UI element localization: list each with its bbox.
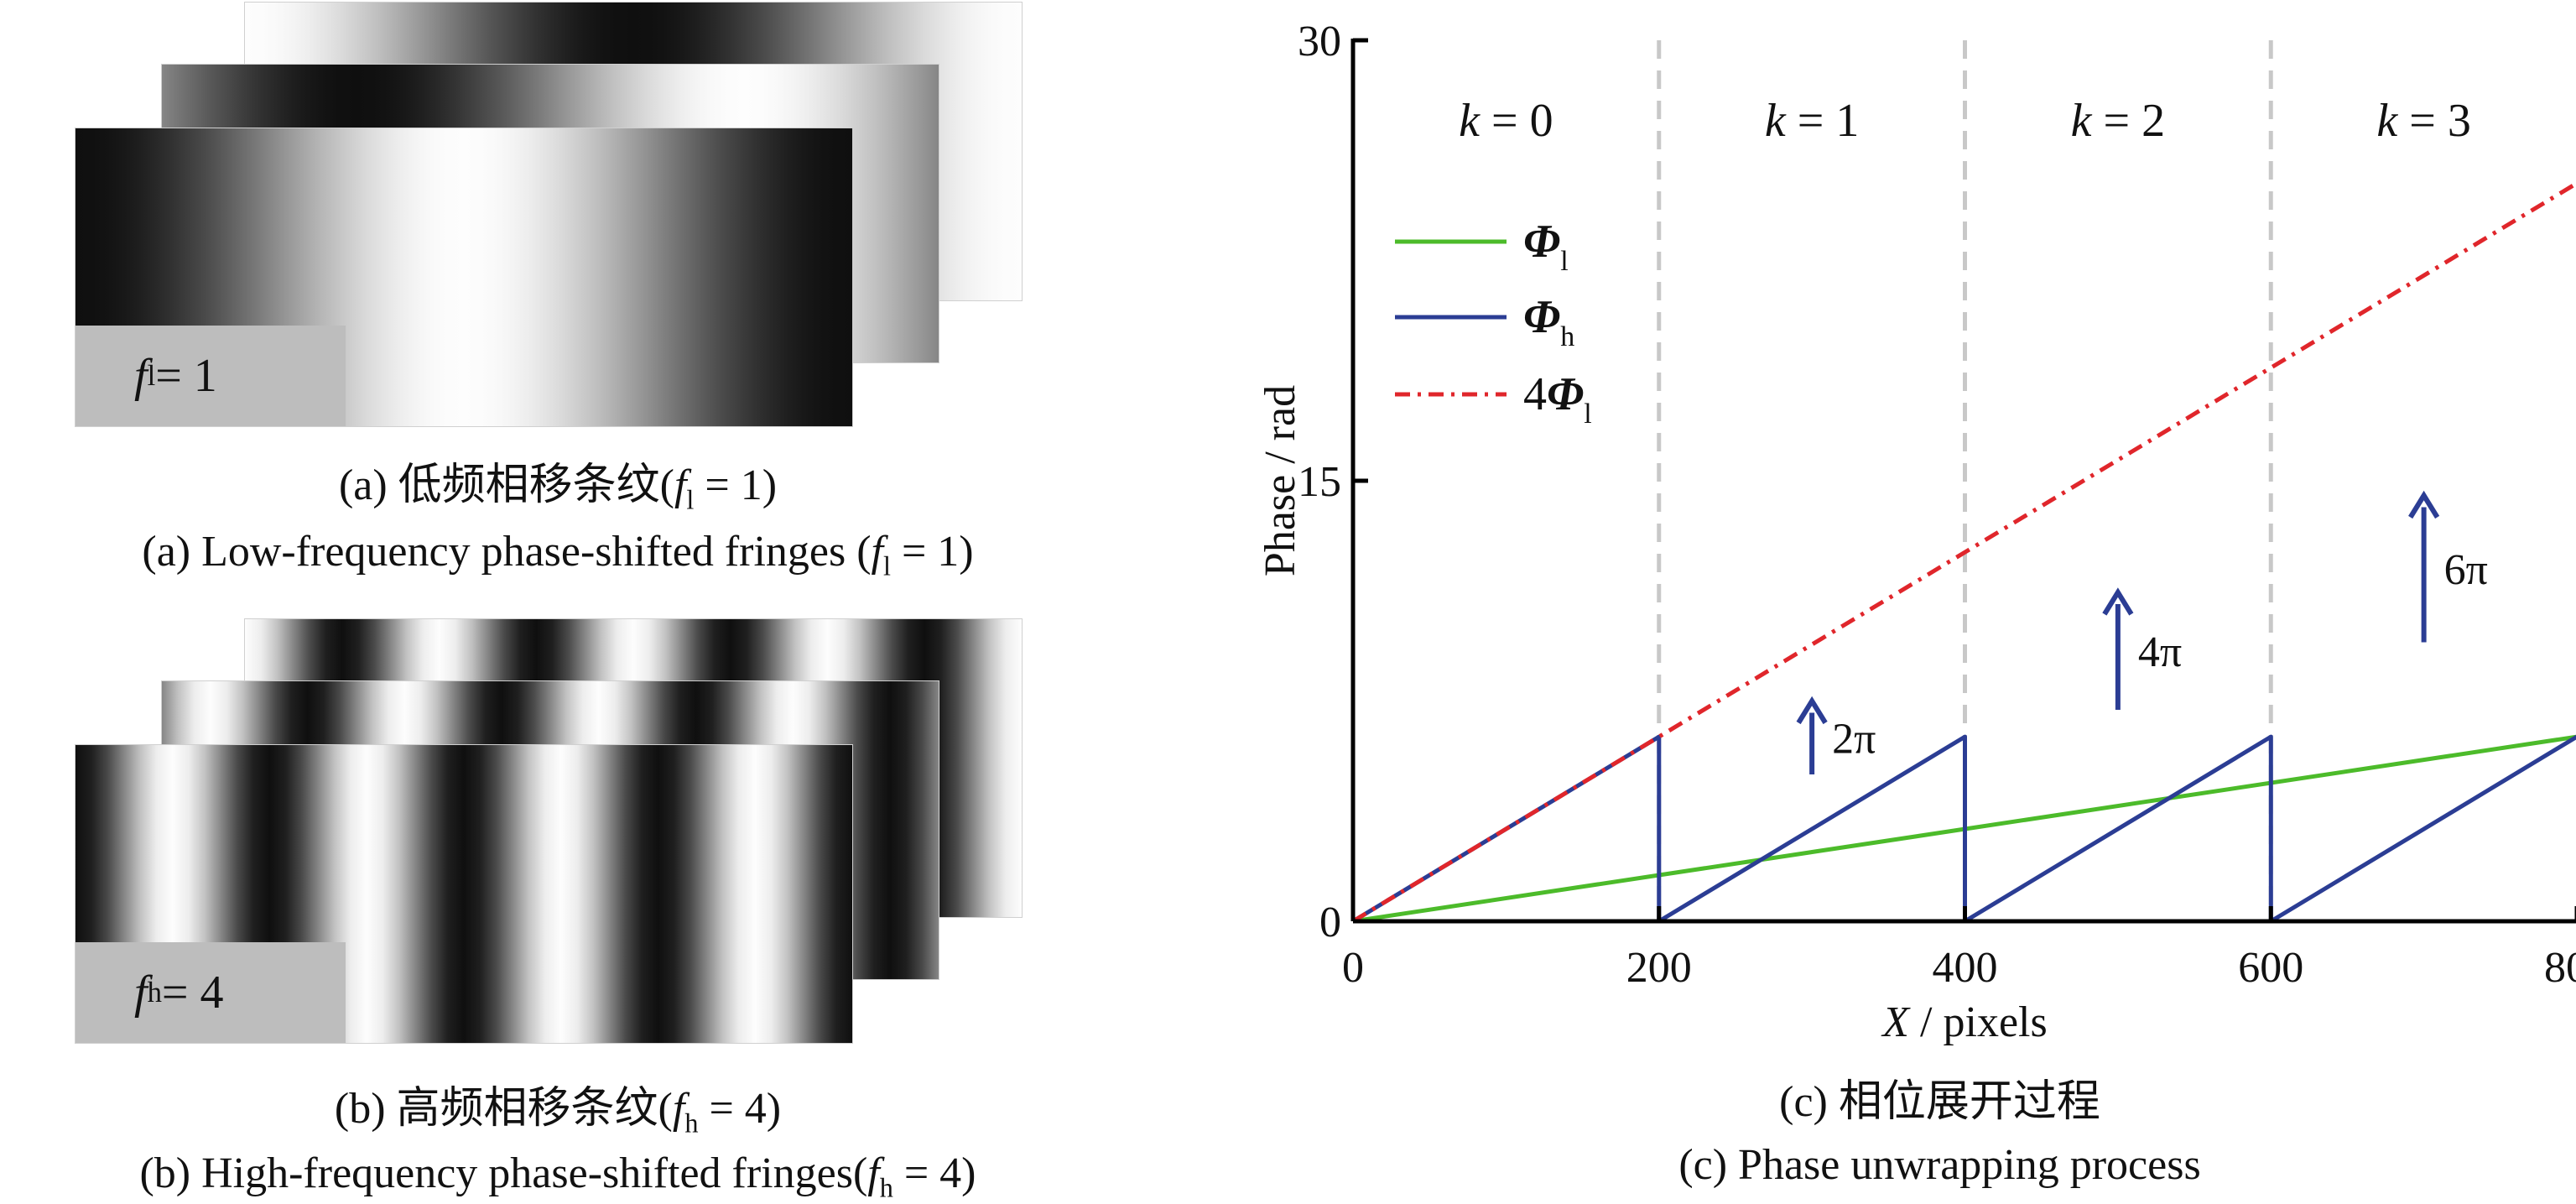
caption-c-chinese: (c) 相位展开过程 [1779, 1078, 2100, 1126]
x-axis-label: X / pixels [1881, 998, 2047, 1046]
caption-c-english: (c) Phase unwrapping process [1678, 1141, 2200, 1189]
x-tick-label: 0 [1342, 944, 1364, 992]
region-label-k: k = 3 [2376, 95, 2470, 147]
frequency-label-low: f l = 1 [75, 326, 346, 426]
shift-arrow-head [2102, 587, 2134, 616]
shift-arrow-head [1796, 696, 1828, 725]
caption-b-chinese: (b) 高频相移条纹(fh = 4) [334, 1085, 782, 1139]
shift-arrow-head [2408, 490, 2440, 519]
y-tick-label: 30 [1298, 18, 1341, 65]
x-tick-label: 400 [1933, 944, 1998, 992]
caption-a-chinese: (a) 低频相移条纹(fl = 1) [338, 461, 778, 515]
shift-arrow-label: 2π [1832, 715, 1876, 763]
frequency-label-high: f h = 4 [75, 942, 346, 1043]
region-label-k: k = 2 [2071, 95, 2165, 147]
x-tick-label: 200 [1626, 944, 1692, 992]
series-line-Φh [1351, 734, 2576, 924]
shift-arrow-label: 4π [2138, 628, 2182, 676]
caption-a-english: (a) Low-frequency phase-shifted fringes … [142, 528, 974, 581]
legend-label-4Φl: 4Φl [1523, 368, 1592, 430]
series-line-4Φl [1351, 181, 2576, 924]
caption-b-english: (b) High-frequency phase-shifted fringes… [139, 1149, 976, 1203]
y-axis-label: Phase / rad [1257, 385, 1304, 576]
region-label-k: k = 1 [1765, 95, 1859, 147]
legend-label-Φh: Φh [1523, 291, 1574, 352]
x-tick-label: 600 [2238, 944, 2303, 992]
y-tick-label: 15 [1298, 458, 1341, 506]
x-tick-label: 800 [2544, 944, 2576, 992]
phase-unwrapping-chart: 0 200 400 600 800 0 15 30 X / pixels Phase / rad k… [1257, 18, 2576, 1189]
legend-label-Φl: Φl [1523, 216, 1569, 277]
shift-arrow-label: 6π [2444, 546, 2488, 594]
region-label-k: k = 0 [1459, 95, 1553, 147]
y-tick-label: 0 [1319, 899, 1341, 946]
